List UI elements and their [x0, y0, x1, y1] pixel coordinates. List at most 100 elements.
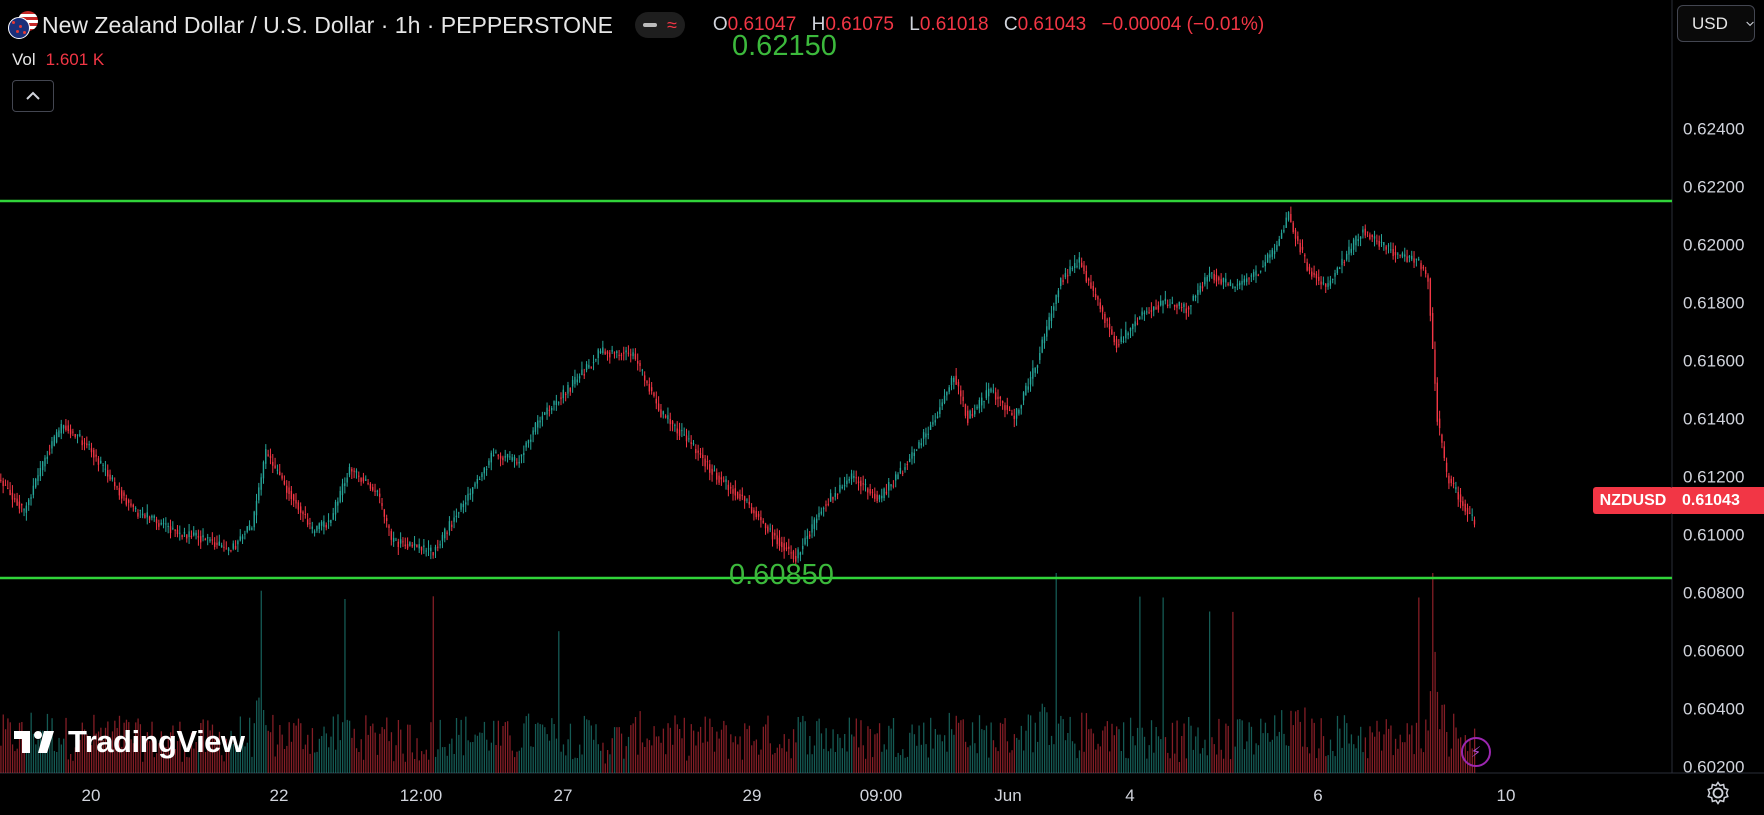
candle-body	[446, 532, 448, 534]
candle-body	[1306, 262, 1308, 271]
volume-bar	[77, 750, 79, 773]
volume-bar	[1313, 722, 1315, 773]
volume-bar	[520, 747, 523, 773]
candle-body	[732, 489, 734, 494]
candle-body	[1359, 236, 1362, 239]
candle-body	[137, 512, 139, 517]
volume-bar	[1085, 713, 1088, 773]
volume-bar	[441, 747, 444, 773]
candle-body	[202, 535, 204, 538]
candle-body	[1399, 254, 1401, 256]
candle-body	[441, 534, 444, 541]
volume-bar	[295, 725, 297, 773]
volume-bar	[1097, 743, 1099, 773]
volume-bar	[646, 738, 648, 773]
volume-bar	[939, 734, 941, 773]
indicator-toggle-pill[interactable]: ≈	[634, 12, 685, 38]
indicator-dash-icon[interactable]	[642, 23, 657, 27]
volume-bar	[51, 718, 53, 773]
candle-body	[1143, 312, 1146, 314]
candle-body	[1243, 278, 1246, 283]
volume-bar	[1181, 736, 1183, 773]
candle-body	[365, 479, 367, 481]
time-tick-label: 22	[270, 786, 289, 805]
volume-bar	[1120, 751, 1122, 773]
candle-body	[499, 455, 502, 459]
volume-bar	[1204, 739, 1206, 773]
volume-bar	[974, 743, 976, 773]
volume-bar	[1197, 727, 1199, 773]
candle-body	[1208, 273, 1211, 278]
volume-bar	[674, 715, 676, 773]
volume-bar	[1134, 745, 1136, 773]
candle-body	[1278, 239, 1280, 246]
candle-body	[625, 350, 627, 353]
candle-body	[1043, 336, 1046, 344]
candle-body	[669, 418, 671, 425]
volume-bar	[658, 736, 660, 773]
candle-body	[864, 483, 867, 486]
volume-bar	[207, 720, 209, 773]
volume-bar	[1264, 722, 1267, 773]
collapse-legend-button[interactable]	[12, 80, 54, 112]
candle-body	[378, 493, 381, 497]
settings-gear-icon[interactable]	[1706, 781, 1730, 805]
volume-bar	[1369, 726, 1371, 773]
volume-bar	[1281, 710, 1283, 773]
candle-body	[539, 420, 541, 423]
candle-body	[964, 404, 967, 416]
candle-body	[750, 507, 753, 513]
volume-bar	[388, 741, 390, 773]
currency-selector[interactable]: USD	[1677, 5, 1755, 42]
volume-bar	[386, 717, 388, 773]
candle-body	[974, 410, 976, 415]
candle-body	[827, 503, 829, 505]
volume-bar	[1315, 758, 1318, 773]
candle-body	[474, 483, 476, 487]
candle-body	[151, 515, 153, 518]
candle-body	[695, 449, 697, 454]
candle-body	[1183, 303, 1185, 307]
candle-body	[232, 543, 234, 549]
candle-body	[153, 515, 155, 518]
symbol-title[interactable]: New Zealand Dollar / U.S. Dollar · 1h · …	[42, 11, 613, 38]
candle-body	[1350, 248, 1352, 253]
candle-body	[434, 547, 437, 551]
candle-body	[718, 475, 720, 483]
candle-body	[697, 450, 699, 453]
volume-bar	[706, 741, 709, 773]
candle-body	[411, 544, 413, 547]
volume-bar	[1236, 719, 1239, 773]
volume-bar	[116, 728, 118, 773]
candle-body	[1457, 492, 1459, 500]
volume-bar	[923, 722, 925, 773]
volume-bar	[1250, 726, 1253, 773]
volume-bar	[279, 725, 281, 773]
volume-bar	[223, 761, 225, 773]
volume-bar	[686, 760, 688, 773]
lightning-icon[interactable]: ⚡	[1461, 737, 1491, 767]
candle-body	[439, 544, 441, 546]
candle-body	[1401, 253, 1404, 257]
tradingview-logo[interactable]: TradingView	[14, 724, 245, 760]
candle-body	[574, 376, 576, 385]
wave-icon[interactable]: ≈	[666, 15, 677, 35]
candle-body	[53, 436, 55, 446]
candle-body	[585, 364, 588, 371]
volume-legend[interactable]: Vol 1.601 K	[12, 50, 104, 70]
volume-bar	[1099, 746, 1102, 773]
volume-bar	[1055, 573, 1057, 773]
volume-bar	[744, 723, 746, 773]
candle-body	[1020, 405, 1022, 409]
volume-bar	[1023, 750, 1025, 773]
volume-bar	[1048, 745, 1050, 773]
volume-bar	[123, 722, 125, 773]
candle-body	[1320, 281, 1322, 285]
candle-body	[1132, 324, 1134, 330]
candle-body	[74, 434, 76, 437]
candle-body	[81, 440, 83, 446]
volume-bar	[727, 758, 730, 773]
chevron-up-icon	[26, 91, 40, 100]
candle-body	[160, 522, 162, 525]
